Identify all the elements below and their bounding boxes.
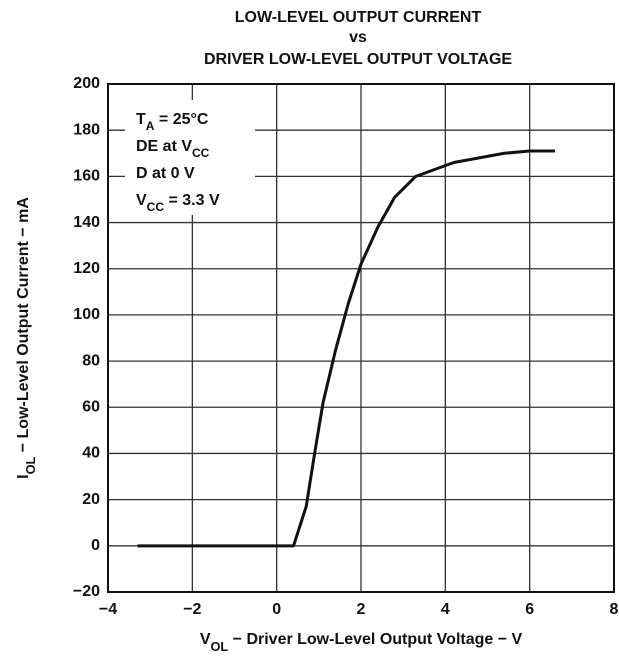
y-axis-label-part: − Low-Level Output Current − mA: [15, 197, 32, 457]
annotation-box: [125, 100, 255, 215]
x-tick-label: 4: [441, 601, 450, 618]
y-tick-label: 60: [82, 398, 100, 415]
chart-title: vs: [349, 29, 367, 46]
plot-frame: [107, 83, 615, 593]
annotation: TA = 25°C: [136, 111, 209, 133]
annotation-part: = 3.3 V: [164, 192, 220, 209]
annotation: D at 0 V: [136, 165, 195, 182]
x-axis-label-part: V: [200, 631, 211, 648]
y-tick-label: −20: [73, 583, 100, 600]
x-tick-label: 0: [272, 601, 281, 618]
annotation-part: DE at V: [136, 138, 192, 155]
annotation-part: T: [136, 111, 146, 128]
annotation-subscript: CC: [192, 146, 210, 160]
annotation-part: V: [136, 192, 147, 209]
annotation: VCC = 3.3 V: [136, 192, 220, 214]
x-axis-label-subscript: OL: [210, 639, 228, 654]
chart-title: DRIVER LOW-LEVEL OUTPUT VOLTAGE: [204, 51, 512, 68]
y-tick-label: 140: [73, 214, 100, 231]
x-tick-label: −2: [183, 601, 201, 618]
y-tick-label: 80: [82, 352, 100, 369]
y-tick-label: 180: [73, 121, 100, 138]
y-tick-label: 100: [73, 306, 100, 323]
y-tick-label: 160: [73, 168, 100, 185]
y-tick-label: 200: [73, 75, 100, 92]
data-line: [137, 149, 555, 548]
annotation: DE at VCC: [136, 138, 210, 160]
x-tick-label: 2: [357, 601, 366, 618]
y-tick-label: 120: [73, 260, 100, 277]
y-tick-label: 20: [82, 491, 100, 508]
annotation-subscript: A: [146, 119, 155, 133]
x-axis-label: VOL − Driver Low-Level Output Voltage − …: [200, 631, 523, 654]
y-axis-label: IOL − Low-Level Output Current − mA: [15, 197, 38, 479]
chart-title: LOW-LEVEL OUTPUT CURRENT: [235, 9, 482, 26]
y-tick-label: 0: [91, 537, 100, 554]
x-tick-label: 8: [610, 601, 619, 618]
annotation-part: D at 0 V: [136, 165, 195, 182]
y-axis-label-part: I: [15, 474, 32, 478]
annotation-part: = 25°C: [154, 111, 208, 128]
x-tick-label: −4: [99, 601, 117, 618]
annotation-subscript: CC: [147, 200, 165, 214]
y-axis-label-subscript: OL: [23, 457, 38, 475]
x-axis-label-part: − Driver Low-Level Output Voltage − V: [228, 631, 522, 648]
y-tick-label: 40: [82, 445, 100, 462]
x-tick-label: 6: [525, 601, 534, 618]
